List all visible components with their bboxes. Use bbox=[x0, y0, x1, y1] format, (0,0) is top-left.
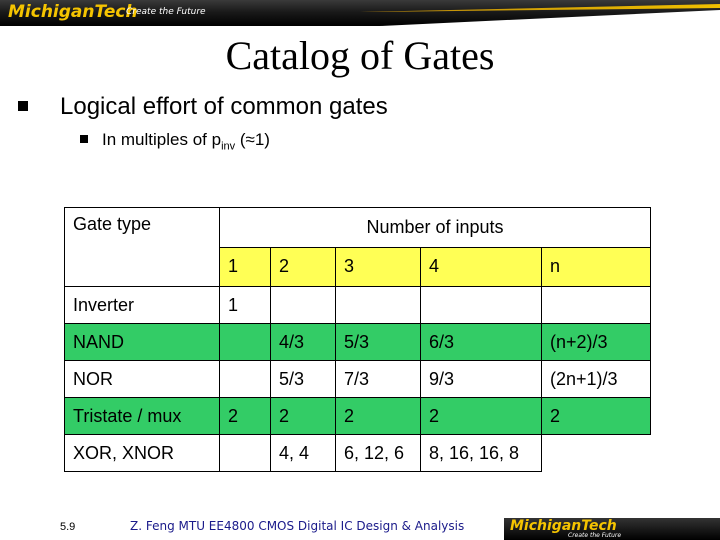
table-column-header-row: 1 2 3 4 n bbox=[65, 246, 651, 287]
gate-type-cell: NAND bbox=[64, 323, 220, 361]
table-cell: (2n+1)/3 bbox=[541, 360, 651, 398]
column-header: n bbox=[541, 246, 651, 287]
table-cell: 6, 12, 6 bbox=[335, 434, 421, 472]
footer-logo-tagline: Create the Future bbox=[568, 532, 622, 539]
header-gate-type: Gate type bbox=[64, 207, 220, 287]
table-cell: 2 bbox=[541, 397, 651, 435]
table-cell bbox=[541, 434, 651, 472]
bullet-level2-approx: (≈1) bbox=[235, 130, 270, 149]
table-cell: 4/3 bbox=[270, 323, 336, 361]
footer-logo: MichiganTech Create the Future bbox=[504, 518, 720, 540]
table-cell bbox=[541, 286, 651, 324]
table-row: NOR 5/3 7/3 9/3 (2n+1)/3 bbox=[64, 360, 651, 398]
header-gold-stripe bbox=[360, 4, 720, 12]
table-row: XOR, XNOR 4, 4 6, 12, 6 8, 16, 16, 8 bbox=[64, 434, 651, 472]
table-cell: 7/3 bbox=[335, 360, 421, 398]
gate-type-cell: NOR bbox=[64, 360, 220, 398]
column-header: 2 bbox=[270, 246, 336, 287]
table-row: NAND 4/3 5/3 6/3 (n+2)/3 bbox=[64, 323, 651, 361]
table-cell: 2 bbox=[420, 397, 542, 435]
table-cell: 4, 4 bbox=[270, 434, 336, 472]
table-cell: 1 bbox=[219, 286, 271, 324]
header-tagline: Create the Future bbox=[126, 7, 206, 17]
table-cell bbox=[270, 286, 336, 324]
table-cell: 9/3 bbox=[420, 360, 542, 398]
footer-logo-text: MichiganTech bbox=[510, 518, 617, 534]
gate-type-cell: XOR, XNOR bbox=[64, 434, 220, 472]
table-cell: 2 bbox=[335, 397, 421, 435]
table-row: Tristate / mux 2 2 2 2 2 bbox=[64, 397, 651, 435]
header-banner: MichiganTech Create the Future bbox=[0, 0, 720, 26]
bullet-level1: Logical effort of common gates bbox=[18, 93, 388, 121]
table-cell bbox=[219, 323, 271, 361]
table-cell: (n+2)/3 bbox=[541, 323, 651, 361]
table-cell: 2 bbox=[219, 397, 271, 435]
table-cell: 8, 16, 16, 8 bbox=[420, 434, 542, 472]
gate-type-cell: Tristate / mux bbox=[64, 397, 220, 435]
gate-type-cell: Inverter bbox=[64, 286, 220, 324]
table-header-row: Gate type Number of inputs bbox=[64, 207, 651, 287]
logical-effort-table: Gate type Number of inputs 1 2 3 4 n Inv… bbox=[64, 207, 651, 472]
table-cell: 5/3 bbox=[335, 323, 421, 361]
bullet-level2: In multiples of pinv (≈1) bbox=[80, 130, 270, 152]
bullet-square-icon bbox=[80, 134, 88, 143]
column-header: 3 bbox=[335, 246, 421, 287]
table-cell bbox=[420, 286, 542, 324]
slide-number: 5.9 bbox=[60, 521, 76, 533]
header-logo: MichiganTech bbox=[8, 2, 138, 22]
bullet-level2-subscript: inv bbox=[221, 140, 236, 153]
table-row: Inverter 1 bbox=[64, 286, 651, 324]
footer-text: Z. Feng MTU EE4800 CMOS Digital IC Desig… bbox=[130, 519, 465, 533]
header-number-of-inputs: Number of inputs bbox=[219, 207, 651, 248]
bullet-level2-text: In multiples of p bbox=[102, 130, 222, 149]
table-cell bbox=[219, 360, 271, 398]
table-cell: 6/3 bbox=[420, 323, 542, 361]
bullet-square-icon bbox=[18, 100, 28, 111]
table-cell: 5/3 bbox=[270, 360, 336, 398]
slide-title: Catalog of Gates bbox=[225, 33, 495, 78]
column-header: 4 bbox=[420, 246, 542, 287]
table-cell bbox=[335, 286, 421, 324]
column-header: 1 bbox=[219, 246, 271, 287]
bullet-level1-text: Logical effort of common gates bbox=[60, 93, 388, 120]
table-cell bbox=[219, 434, 271, 472]
table-cell: 2 bbox=[270, 397, 336, 435]
